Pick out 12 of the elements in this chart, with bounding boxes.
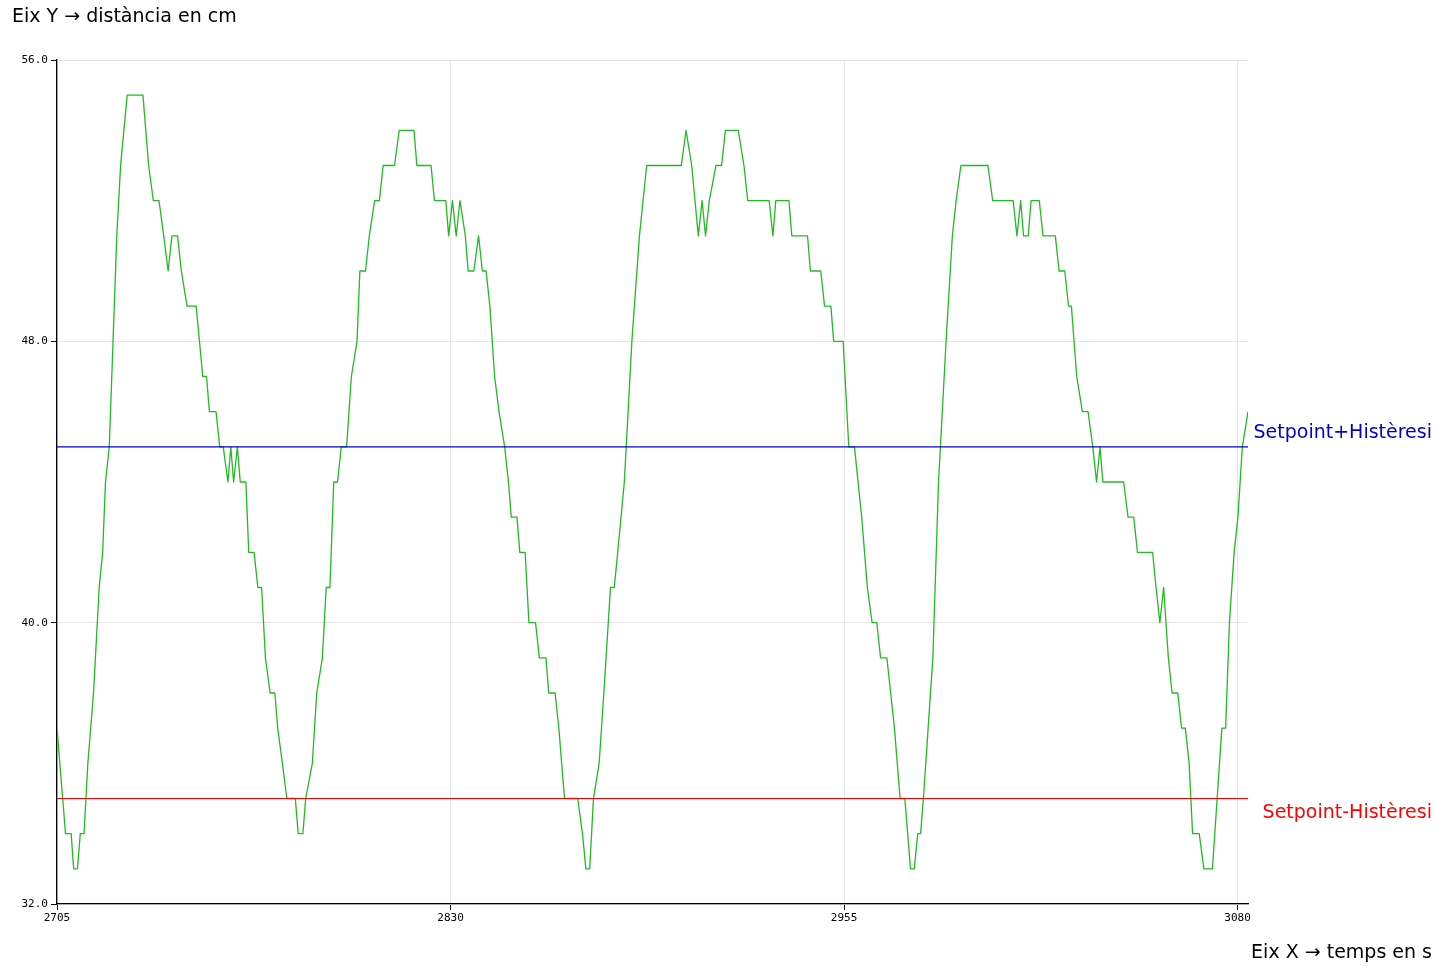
x-tick-label: 3080 [1224, 911, 1251, 925]
y-tick-label: 56.0 [21, 52, 48, 66]
x-axis-title: Eix X → temps en s [1251, 940, 1432, 963]
y-tick-label: 32.0 [21, 896, 48, 910]
ref-line-label: Setpoint+Histèresi [1253, 420, 1432, 443]
x-tick-label: 2830 [437, 911, 464, 925]
y-axis-title: Eix Y → distància en cm [12, 4, 237, 27]
y-tick-label: 48.0 [21, 334, 48, 348]
x-tick-label: 2705 [43, 911, 71, 925]
x-tick-label: 2955 [830, 911, 858, 925]
ref-line-label: Setpoint-Histèresi [1262, 799, 1432, 822]
y-tick-label: 40.0 [21, 615, 48, 629]
